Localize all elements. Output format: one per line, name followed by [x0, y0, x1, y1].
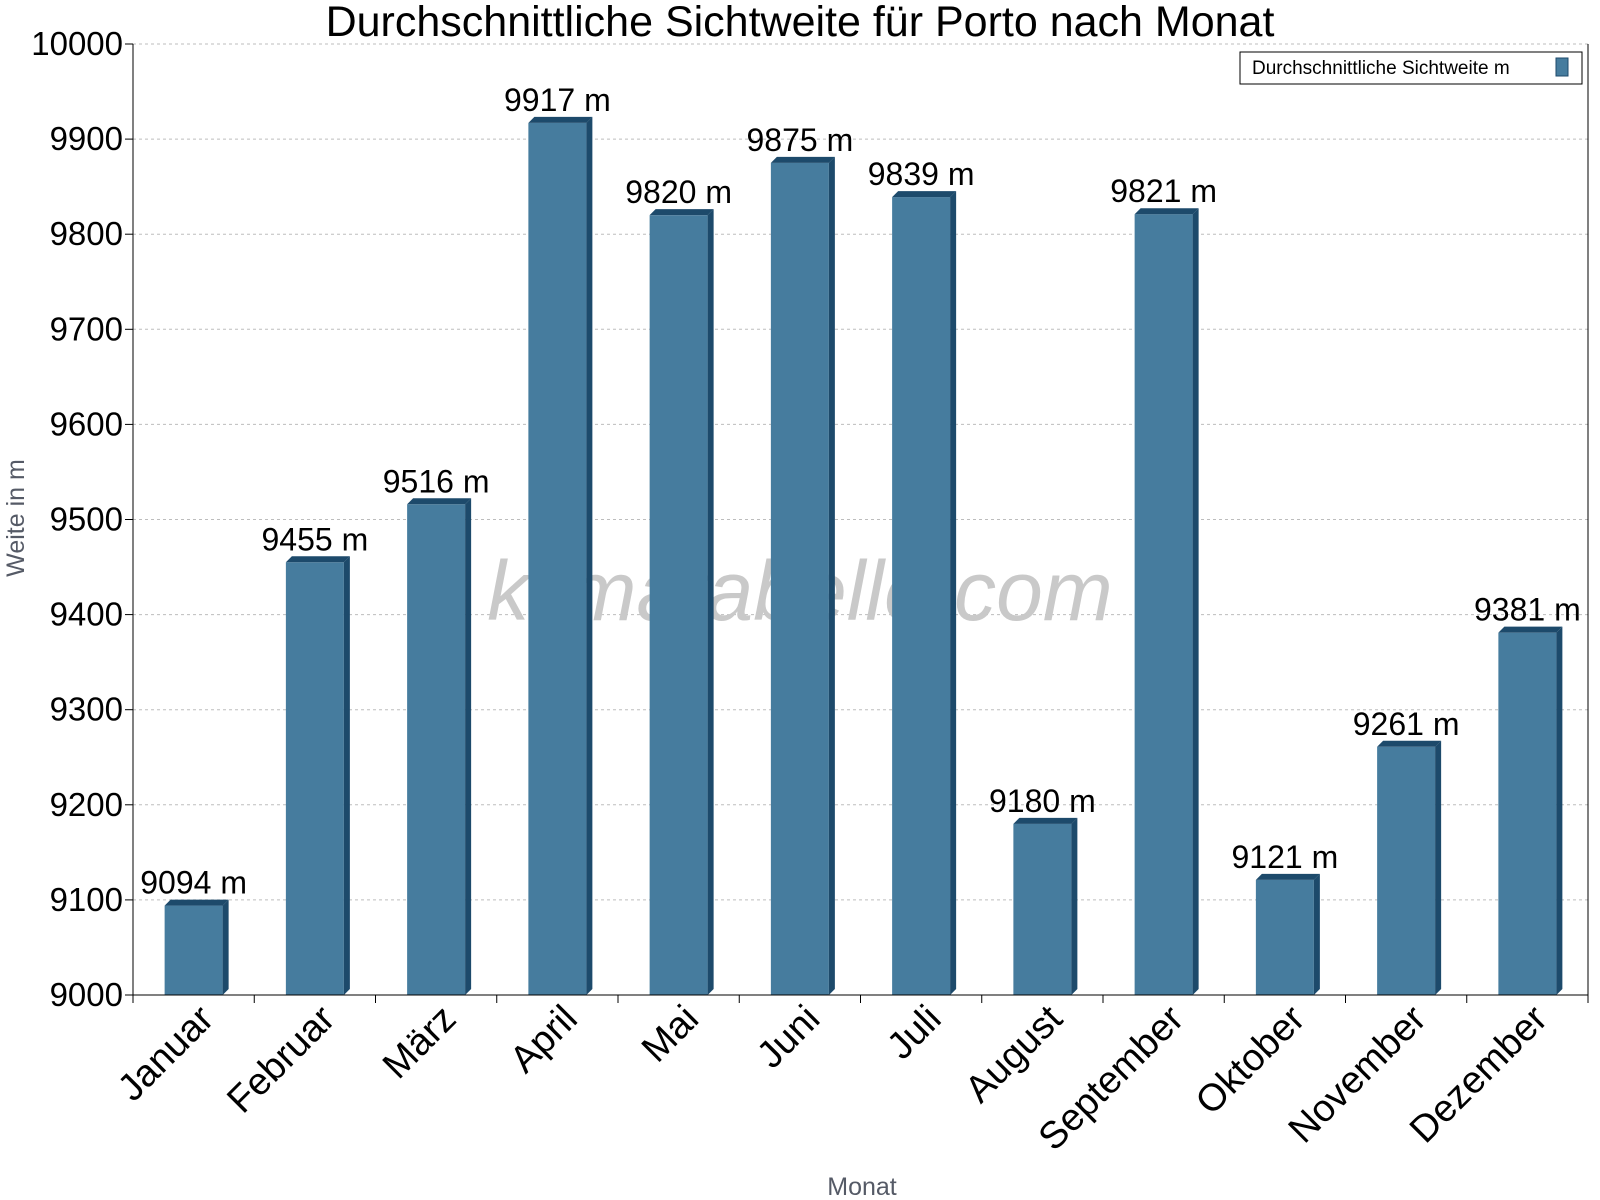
bar-side [1435, 740, 1442, 995]
x-tick-label: Februar [219, 997, 343, 1121]
bar-side [950, 191, 957, 996]
x-tick-label: Januar [110, 997, 222, 1109]
bar-side [828, 156, 835, 995]
data-label: 9094 m [140, 865, 247, 901]
x-tick-label: Mai [634, 998, 707, 1071]
chart-title: Durchschnittliche Sichtweite für Porto n… [326, 0, 1275, 46]
data-label: 9821 m [1110, 173, 1217, 209]
y-tick-label: 9200 [50, 786, 123, 823]
y-tick-label: 9900 [50, 120, 123, 157]
bar-side [1556, 626, 1563, 995]
bar [164, 905, 223, 995]
x-tick-label: Juli [879, 998, 949, 1068]
y-axis-label: Weite in m [2, 459, 30, 577]
bar-top [528, 116, 593, 123]
bar-side [465, 498, 472, 995]
bar [407, 504, 466, 995]
bar-top [1498, 626, 1563, 633]
y-tick-label: 9300 [50, 691, 123, 728]
grid-lines [133, 43, 1588, 901]
bar [1498, 632, 1557, 995]
bar-side [222, 899, 229, 995]
data-label: 9820 m [625, 174, 732, 210]
legend-swatch [1555, 57, 1569, 77]
data-label: 9917 m [504, 82, 611, 118]
bar-side [586, 116, 593, 996]
bar-side [1313, 873, 1320, 995]
y-tick-label: 9100 [50, 881, 123, 918]
bar-top [1255, 873, 1320, 880]
legend-box [1239, 51, 1583, 85]
data-labels: 9094 m 9455 m 9516 m 9917 m 9820 m 9875 m 9839… [140, 82, 1580, 901]
y-tick-label: 9500 [50, 501, 123, 538]
bar [649, 215, 708, 995]
x-tick-label: Oktober [1188, 997, 1314, 1123]
x-tick-label: April [502, 998, 585, 1081]
y-tick-label: 9400 [50, 596, 123, 633]
bar-side [343, 556, 350, 995]
bar-top [649, 209, 714, 216]
data-label: 9516 m [383, 463, 490, 499]
bar [1255, 879, 1314, 995]
x-axis-label: Monat [827, 1173, 897, 1200]
y-tick-labels: 9000 9100 9200 9300 9400 9500 9600 9700 9800 9900… [31, 25, 123, 1013]
y-tick-label: 9700 [50, 310, 123, 347]
legend-label: Durchschnittliche Sichtweite m [1252, 58, 1510, 79]
bars-group [164, 116, 1563, 996]
bar-top [770, 156, 835, 163]
y-tick-label: 9600 [50, 405, 123, 442]
y-tick-label: 10000 [31, 25, 123, 62]
bar [1134, 214, 1193, 995]
data-label: 9381 m [1474, 592, 1581, 628]
bar [770, 162, 829, 995]
bar [1013, 823, 1072, 995]
legend: Durchschnittliche Sichtweite m [1239, 51, 1583, 85]
x-tick-label: August [957, 997, 1071, 1111]
bar [528, 122, 587, 996]
bar-top [1134, 208, 1199, 215]
bar [892, 197, 951, 996]
bar-side [1192, 208, 1199, 995]
bar-top [407, 498, 472, 505]
data-label: 9180 m [989, 783, 1096, 819]
x-tick-label: Juni [749, 998, 828, 1077]
bar [285, 562, 344, 995]
data-label: 9839 m [868, 156, 975, 192]
bar-side [1071, 817, 1078, 995]
bar-side [707, 209, 714, 995]
data-label: 9455 m [262, 521, 369, 557]
data-label: 9261 m [1353, 706, 1460, 742]
y-tick-label: 9000 [50, 976, 123, 1013]
y-tick-label: 9800 [50, 215, 123, 252]
data-label: 9121 m [1232, 839, 1339, 875]
bar-top [164, 899, 229, 906]
bar [1377, 746, 1436, 995]
bar-top [1013, 817, 1078, 824]
bar-top [285, 556, 350, 563]
axes [125, 43, 1589, 1003]
bar-top [892, 191, 957, 198]
x-tick-label: März [375, 998, 464, 1087]
data-label: 9875 m [747, 122, 854, 158]
bar-top [1377, 740, 1442, 747]
